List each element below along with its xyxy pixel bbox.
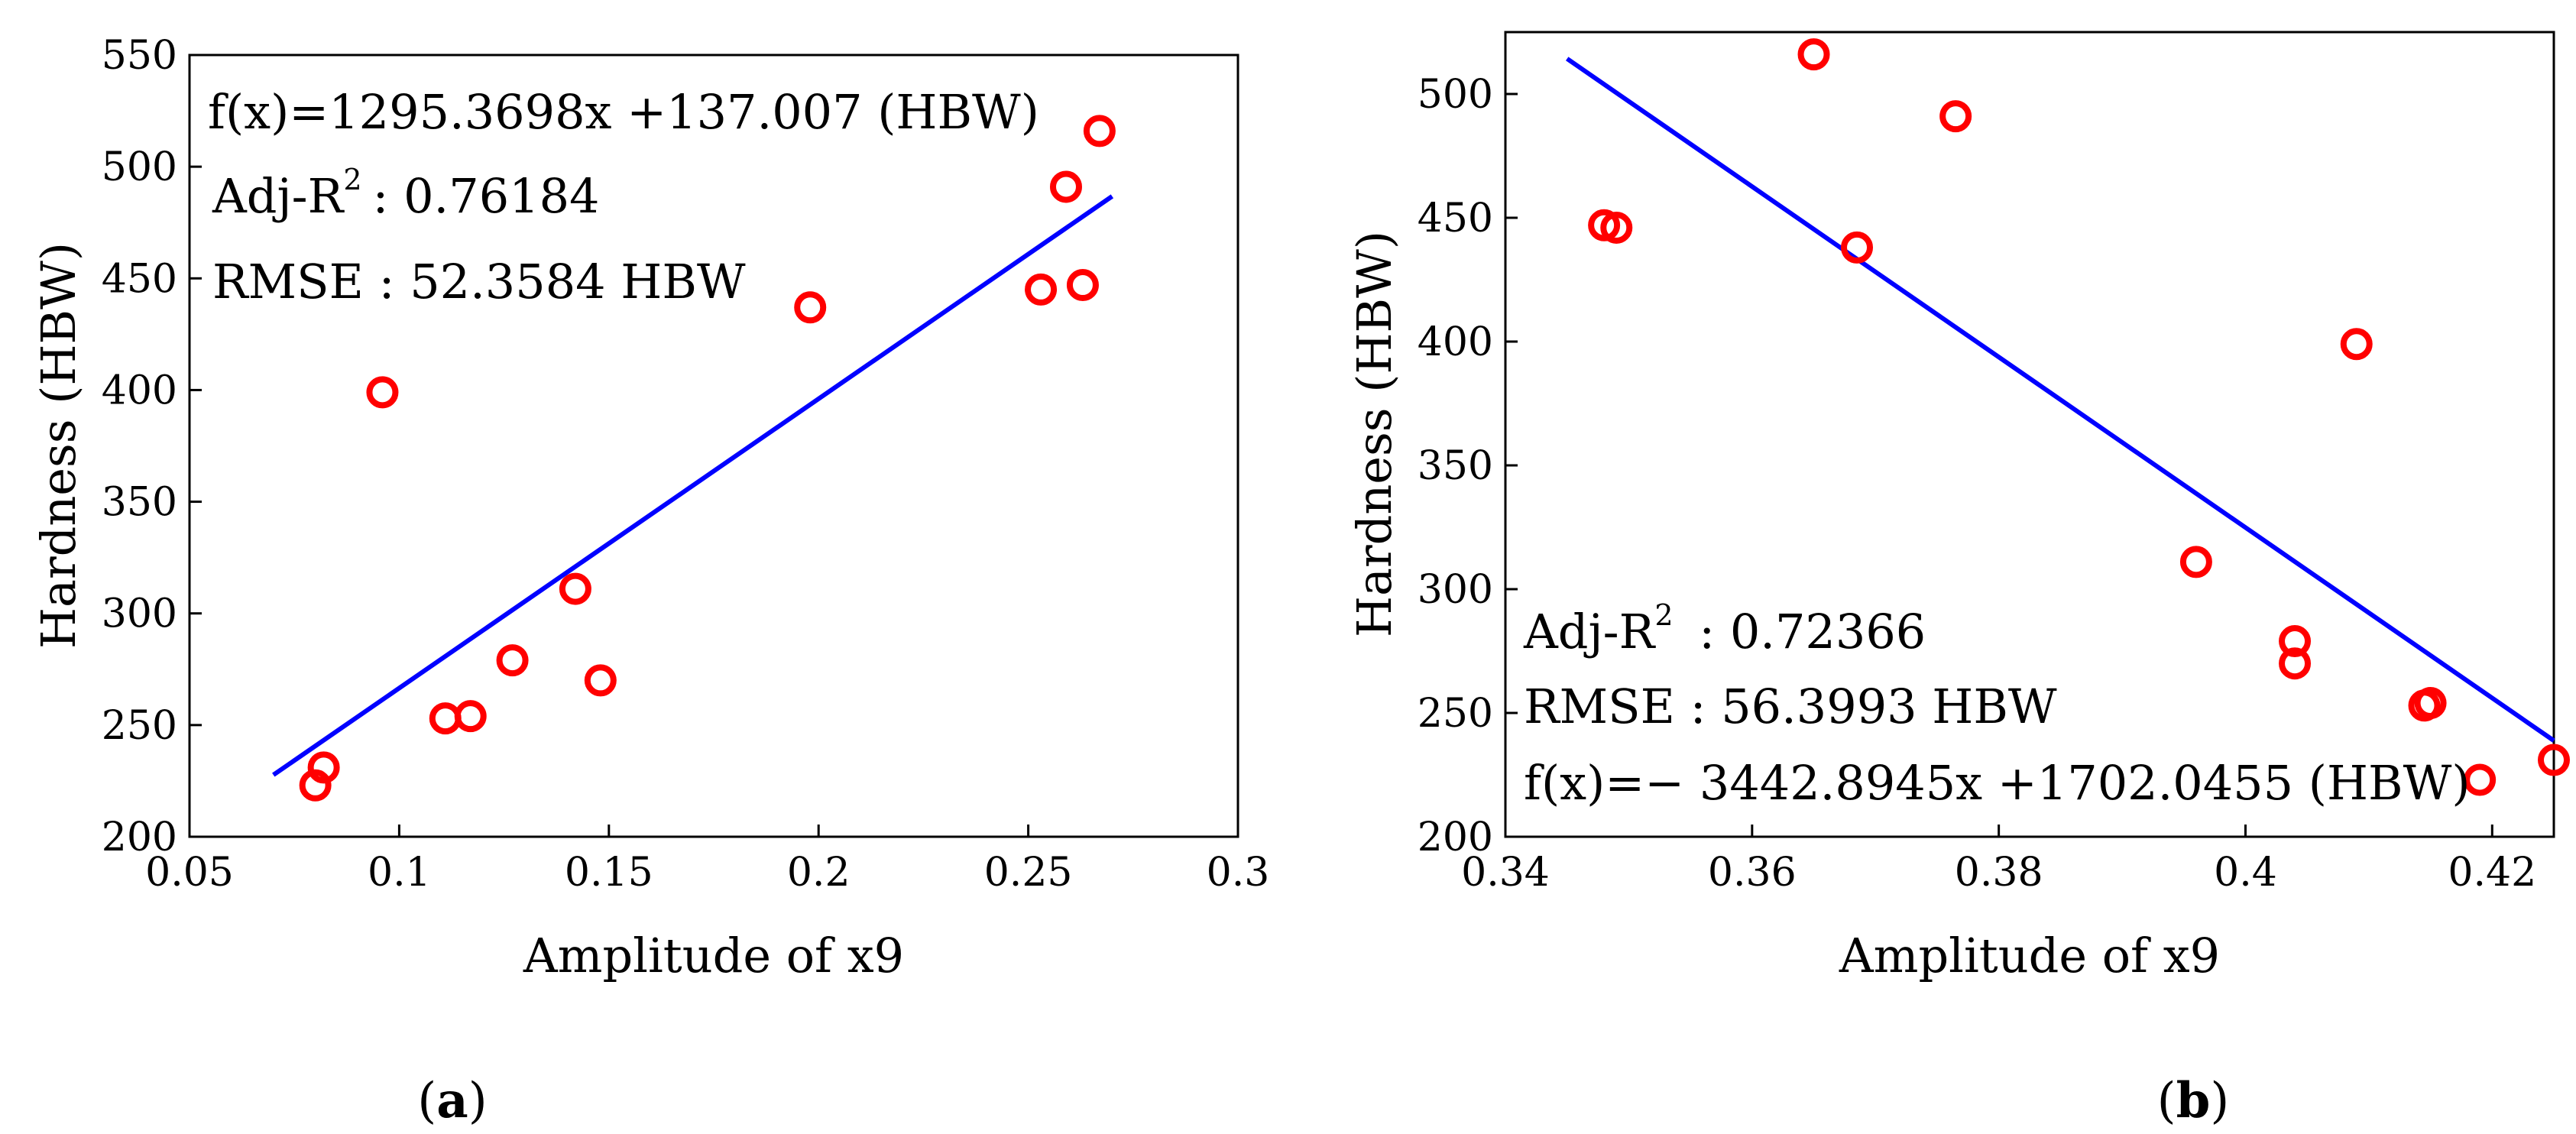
data-point (2279, 647, 2312, 680)
data-point (307, 751, 340, 784)
x-tick-label: 0.2 (787, 850, 851, 896)
x-tick-label: 0.15 (565, 850, 653, 896)
x-axis-label: Amplitude of x9 (523, 928, 904, 983)
y-tick-label: 500 (1418, 72, 1493, 118)
x-axis-label: Amplitude of x9 (1839, 928, 2220, 983)
x-tick-label: 0.1 (368, 850, 431, 896)
panel-b: 0.34 0.36 0.38 0.4 0.42 200 250 300 350 400 450 50… (1346, 31, 2570, 1129)
x-tick-label: 0.38 (1955, 850, 2043, 896)
data-point (1025, 273, 1058, 306)
adj-r2-superscript: 2 (1654, 598, 1673, 632)
x-axis-ticks: 0.05 0.1 0.15 0.2 0.25 0.3 (145, 825, 1269, 896)
scatter-points (1588, 38, 2570, 796)
y-tick-label: 450 (1418, 196, 1493, 241)
adj-r2-value: : 0.76184 (373, 168, 600, 224)
data-point (454, 700, 487, 733)
data-point (1600, 211, 1633, 244)
data-point (1083, 115, 1116, 147)
data-point (1049, 170, 1082, 203)
adj-r2-annotation: Adj-R2 : 0.76184 (212, 163, 600, 224)
scatter-points (299, 115, 1116, 802)
panel-letter-b: b (2176, 1072, 2211, 1129)
x-tick-label: 0.05 (145, 850, 234, 896)
adj-r2-label: Adj-R (212, 168, 345, 224)
y-tick-label: 200 (1418, 815, 1493, 860)
panel-letter-a: a (436, 1072, 468, 1129)
y-tick-label: 250 (102, 703, 177, 749)
data-point (1939, 100, 1972, 133)
data-point (366, 376, 399, 409)
data-point (1588, 209, 1621, 241)
adj-r2-value: : 0.72366 (1684, 604, 1926, 659)
x-tick-label: 0.4 (2214, 850, 2277, 896)
data-point (1797, 38, 1830, 71)
y-tick-label: 300 (102, 591, 177, 637)
y-tick-label: 250 (1418, 691, 1493, 737)
data-point (496, 644, 529, 677)
data-point (2464, 763, 2497, 796)
adj-r2-superscript: 2 (343, 163, 361, 196)
panel-label-b: (b) (2157, 1072, 2230, 1129)
data-point (2179, 546, 2212, 578)
y-tick-label: 550 (102, 33, 177, 79)
adj-r2-annotation: Adj-R2 : 0.72366 (1523, 598, 1926, 659)
x-tick-label: 0.25 (984, 850, 1073, 896)
fit-equation: f(x)=1295.3698x +137.007 (HBW) (208, 84, 1039, 140)
fit-equation: f(x)=− 3442.8945x +1702.0455 (HBW) (1524, 755, 2471, 811)
data-point (584, 664, 617, 697)
y-tick-label: 450 (102, 256, 177, 302)
panel-label-a: (a) (417, 1072, 487, 1129)
y-tick-label: 400 (1418, 319, 1493, 365)
x-tick-label: 0.42 (2448, 850, 2536, 896)
fit-line (1566, 57, 2555, 743)
rmse-annotation: RMSE : 56.3993 HBW (1524, 679, 2057, 734)
rmse-annotation: RMSE : 52.3584 HBW (212, 254, 746, 309)
data-point (299, 769, 332, 802)
y-tick-label: 350 (102, 480, 177, 526)
plot-frame (188, 53, 1239, 838)
panel-a: 0.05 0.1 0.15 0.2 0.25 0.3 200 250 300 350 400 450… (31, 33, 1269, 1129)
data-point (1066, 269, 1099, 302)
y-tick-label: 300 (1418, 567, 1493, 613)
data-point (794, 291, 827, 324)
data-point (2414, 687, 2447, 720)
y-axis-label: Hardness (HBW) (31, 242, 86, 649)
y-tick-label: 350 (1418, 443, 1493, 489)
y-tick-label: 400 (102, 368, 177, 413)
data-point (2340, 328, 2373, 361)
data-point (1841, 231, 1874, 264)
fit-line-group (272, 194, 1114, 777)
x-tick-label: 0.34 (1461, 850, 1550, 896)
data-point (559, 572, 591, 605)
y-tick-label: 500 (102, 144, 177, 190)
x-tick-label: 0.3 (1207, 850, 1270, 896)
y-axis-ticks: 200 250 300 350 400 450 500 550 (102, 33, 202, 860)
y-axis-label: Hardness (HBW) (1346, 231, 1402, 637)
y-tick-label: 200 (102, 815, 177, 860)
fit-line-group (1566, 57, 2555, 743)
x-tick-label: 0.36 (1708, 850, 1797, 896)
adj-r2-label: Adj-R (1523, 604, 1657, 659)
fit-line (272, 194, 1114, 777)
data-point (2279, 625, 2312, 658)
x-axis-ticks: 0.34 0.36 0.38 0.4 0.42 (1461, 825, 2536, 896)
data-point (2538, 744, 2570, 776)
y-axis-ticks: 200 250 300 350 400 450 500 (1418, 72, 1518, 860)
plot-frame (1504, 31, 2555, 838)
